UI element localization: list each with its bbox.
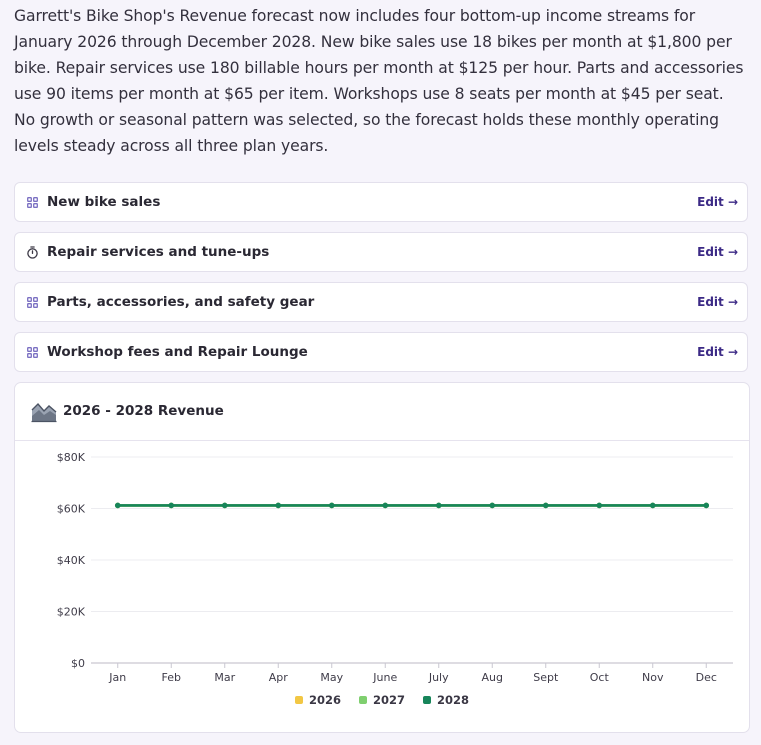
data-point-2028[interactable] [542, 502, 549, 509]
x-tick-label: Aug [482, 671, 503, 684]
data-point-2028[interactable] [649, 502, 656, 509]
legend-item-2028[interactable]: 2028 [423, 693, 469, 707]
stream-repair-services[interactable]: Repair services and tune-ups Edit → [14, 232, 748, 272]
data-point-2028[interactable] [328, 502, 335, 509]
y-tick-label: $80K [57, 451, 86, 464]
x-tick-label: July [428, 671, 449, 684]
stream-label: Parts, accessories, and safety gear [47, 294, 315, 310]
legend-item-2027[interactable]: 2027 [358, 693, 405, 707]
x-tick-label: Dec [696, 671, 717, 684]
x-tick-label: Mar [214, 671, 235, 684]
x-tick-label: Jan [108, 671, 126, 684]
x-tick-label: June [372, 671, 397, 684]
x-tick-label: Feb [162, 671, 181, 684]
legend-item-2026[interactable]: 2026 [294, 693, 341, 707]
forecast-summary-text: Garrett's Bike Shop's Revenue forecast n… [14, 7, 744, 155]
legend-swatch [423, 696, 431, 704]
edit-link[interactable]: Edit → [697, 295, 738, 309]
y-tick-label: $60K [57, 503, 86, 516]
edit-link[interactable]: Edit → [697, 345, 738, 359]
legend-label: 2028 [437, 693, 470, 707]
y-tick-label: $0 [71, 657, 85, 670]
data-point-2028[interactable] [435, 502, 442, 509]
grid-icon [25, 295, 39, 309]
data-point-2028[interactable] [114, 502, 121, 509]
grid-icon [25, 345, 39, 359]
data-point-2028[interactable] [596, 502, 603, 509]
x-tick-label: Nov [642, 671, 664, 684]
data-point-2028[interactable] [703, 502, 710, 509]
x-tick-label: Apr [269, 671, 289, 684]
y-tick-label: $20K [57, 606, 86, 619]
revenue-line-chart: $0 $20K $40K $60K $80K Jan Feb Mar Apr May June Ju… [57, 451, 733, 684]
revenue-chart-card: 2026 - 2028 Revenue $0 $20K $40K $60K $80K J… [14, 382, 750, 733]
stream-parts-accessories[interactable]: Parts, accessories, and safety gear Edit… [14, 282, 748, 322]
chart-legend: 2026 2027 2028 [15, 693, 749, 707]
y-tick-label: $40K [57, 554, 86, 567]
legend-label: 2027 [372, 693, 405, 707]
grid-icon [25, 195, 39, 209]
stream-label: Repair services and tune-ups [47, 244, 270, 260]
chart-title: 2026 - 2028 Revenue [63, 403, 224, 419]
stream-label: New bike sales [47, 194, 161, 210]
x-tick-label: May [320, 671, 343, 684]
data-point-2028[interactable] [275, 502, 282, 509]
stream-new-bike-sales[interactable]: New bike sales Edit → [14, 182, 748, 222]
stream-label: Workshop fees and Repair Lounge [47, 344, 308, 360]
data-point-2028[interactable] [489, 502, 496, 509]
edit-link[interactable]: Edit → [697, 195, 738, 209]
chart-card-header: 2026 - 2028 Revenue [15, 383, 749, 441]
stopwatch-icon [25, 245, 39, 259]
x-tick-label: Oct [590, 671, 610, 684]
x-tick-label: Sept [533, 671, 559, 684]
legend-label: 2026 [308, 693, 341, 707]
data-point-2028[interactable] [221, 502, 228, 509]
legend-swatch [294, 696, 303, 704]
area-chart-icon [31, 399, 57, 427]
data-point-2028[interactable] [382, 502, 389, 509]
legend-swatch [358, 696, 367, 704]
data-point-2028[interactable] [168, 502, 175, 509]
stream-workshop-fees[interactable]: Workshop fees and Repair Lounge Edit → [14, 332, 748, 372]
edit-link[interactable]: Edit → [697, 245, 738, 259]
